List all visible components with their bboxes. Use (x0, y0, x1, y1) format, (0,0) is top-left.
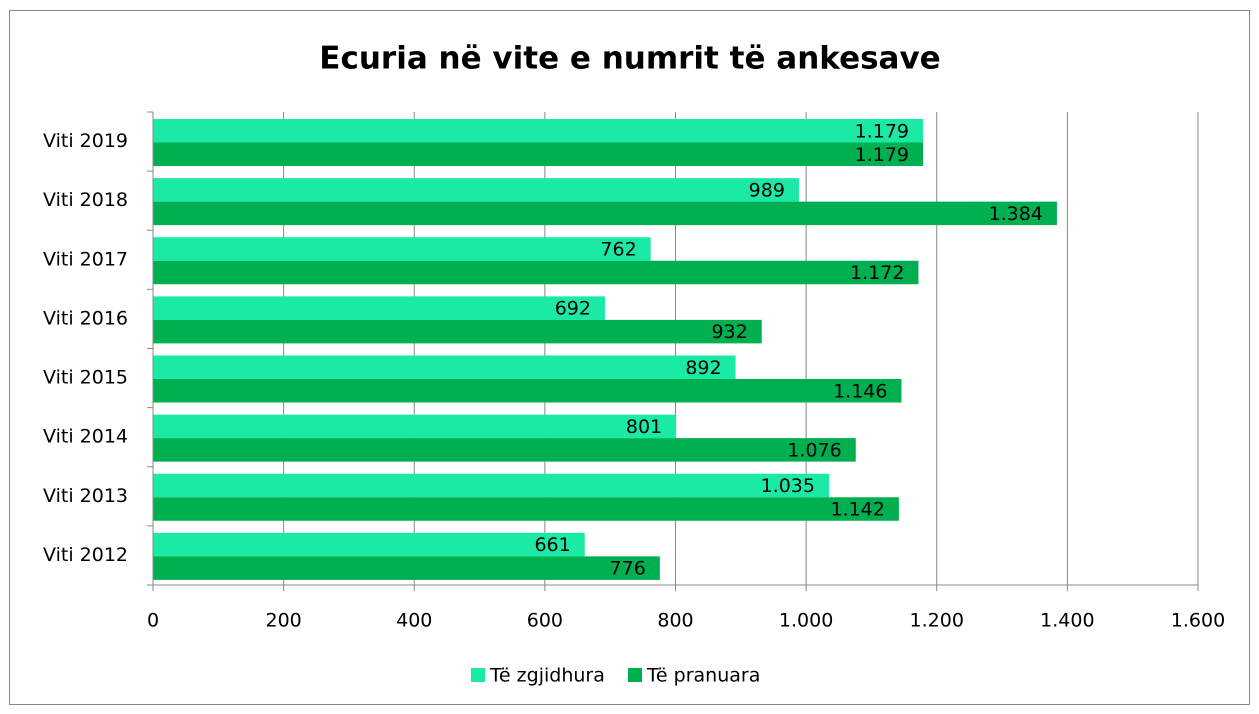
value-label: 1.172 (850, 262, 904, 284)
legend-swatch (628, 668, 642, 682)
y-tick-label: Viti 2017 (43, 248, 128, 270)
bar (153, 296, 605, 320)
legend-label: Të zgjidhura (489, 665, 605, 687)
value-label: 989 (749, 179, 785, 201)
bar (153, 201, 1057, 226)
bar (153, 119, 924, 143)
x-tick-label: 600 (527, 610, 563, 632)
legend-swatch (471, 668, 485, 682)
bar (153, 142, 924, 166)
value-label: 1.384 (989, 203, 1043, 225)
y-tick-label: Viti 2012 (43, 544, 128, 566)
bar (153, 414, 677, 439)
bar (153, 237, 651, 261)
value-label: 1.076 (787, 439, 841, 461)
y-tick-label: Viti 2016 (43, 307, 128, 329)
y-tick-label: Viti 2013 (43, 485, 128, 507)
bar (153, 556, 660, 580)
value-label: 776 (610, 558, 646, 580)
bar (153, 355, 736, 379)
value-label: 1.179 (855, 120, 909, 142)
y-tick-label: Viti 2019 (43, 130, 128, 152)
y-tick-label: Viti 2014 (43, 426, 128, 448)
bar (153, 473, 829, 498)
chart-title: Ecuria në vite e numrit të ankesave (319, 41, 940, 77)
bar (153, 532, 585, 557)
value-label: 892 (685, 357, 721, 379)
value-label: 1.035 (761, 475, 815, 497)
value-label: 1.146 (833, 380, 887, 402)
x-tick-label: 800 (657, 610, 693, 632)
value-label: 762 (600, 239, 636, 261)
bar (153, 319, 762, 344)
x-tick-label: 1.200 (910, 610, 964, 632)
x-tick-label: 0 (147, 610, 159, 632)
value-label: 1.179 (855, 144, 909, 166)
bar (153, 260, 919, 285)
value-label: 801 (626, 416, 662, 438)
value-label: 692 (555, 298, 591, 320)
bar (153, 178, 799, 202)
y-tick-label: Viti 2018 (43, 189, 128, 211)
x-tick-label: 400 (396, 610, 432, 632)
x-tick-label: 200 (265, 610, 301, 632)
y-tick-label: Viti 2015 (43, 367, 128, 389)
x-tick-label: 1.400 (1040, 610, 1094, 632)
value-label: 1.142 (830, 499, 884, 521)
bar (153, 497, 899, 521)
bar (153, 379, 902, 403)
legend-label: Të pranuara (646, 665, 760, 687)
x-tick-label: 1.000 (779, 610, 833, 632)
bar (153, 438, 856, 462)
x-tick-label: 1.600 (1171, 610, 1225, 632)
value-label: 932 (711, 321, 747, 343)
value-label: 661 (534, 534, 570, 556)
